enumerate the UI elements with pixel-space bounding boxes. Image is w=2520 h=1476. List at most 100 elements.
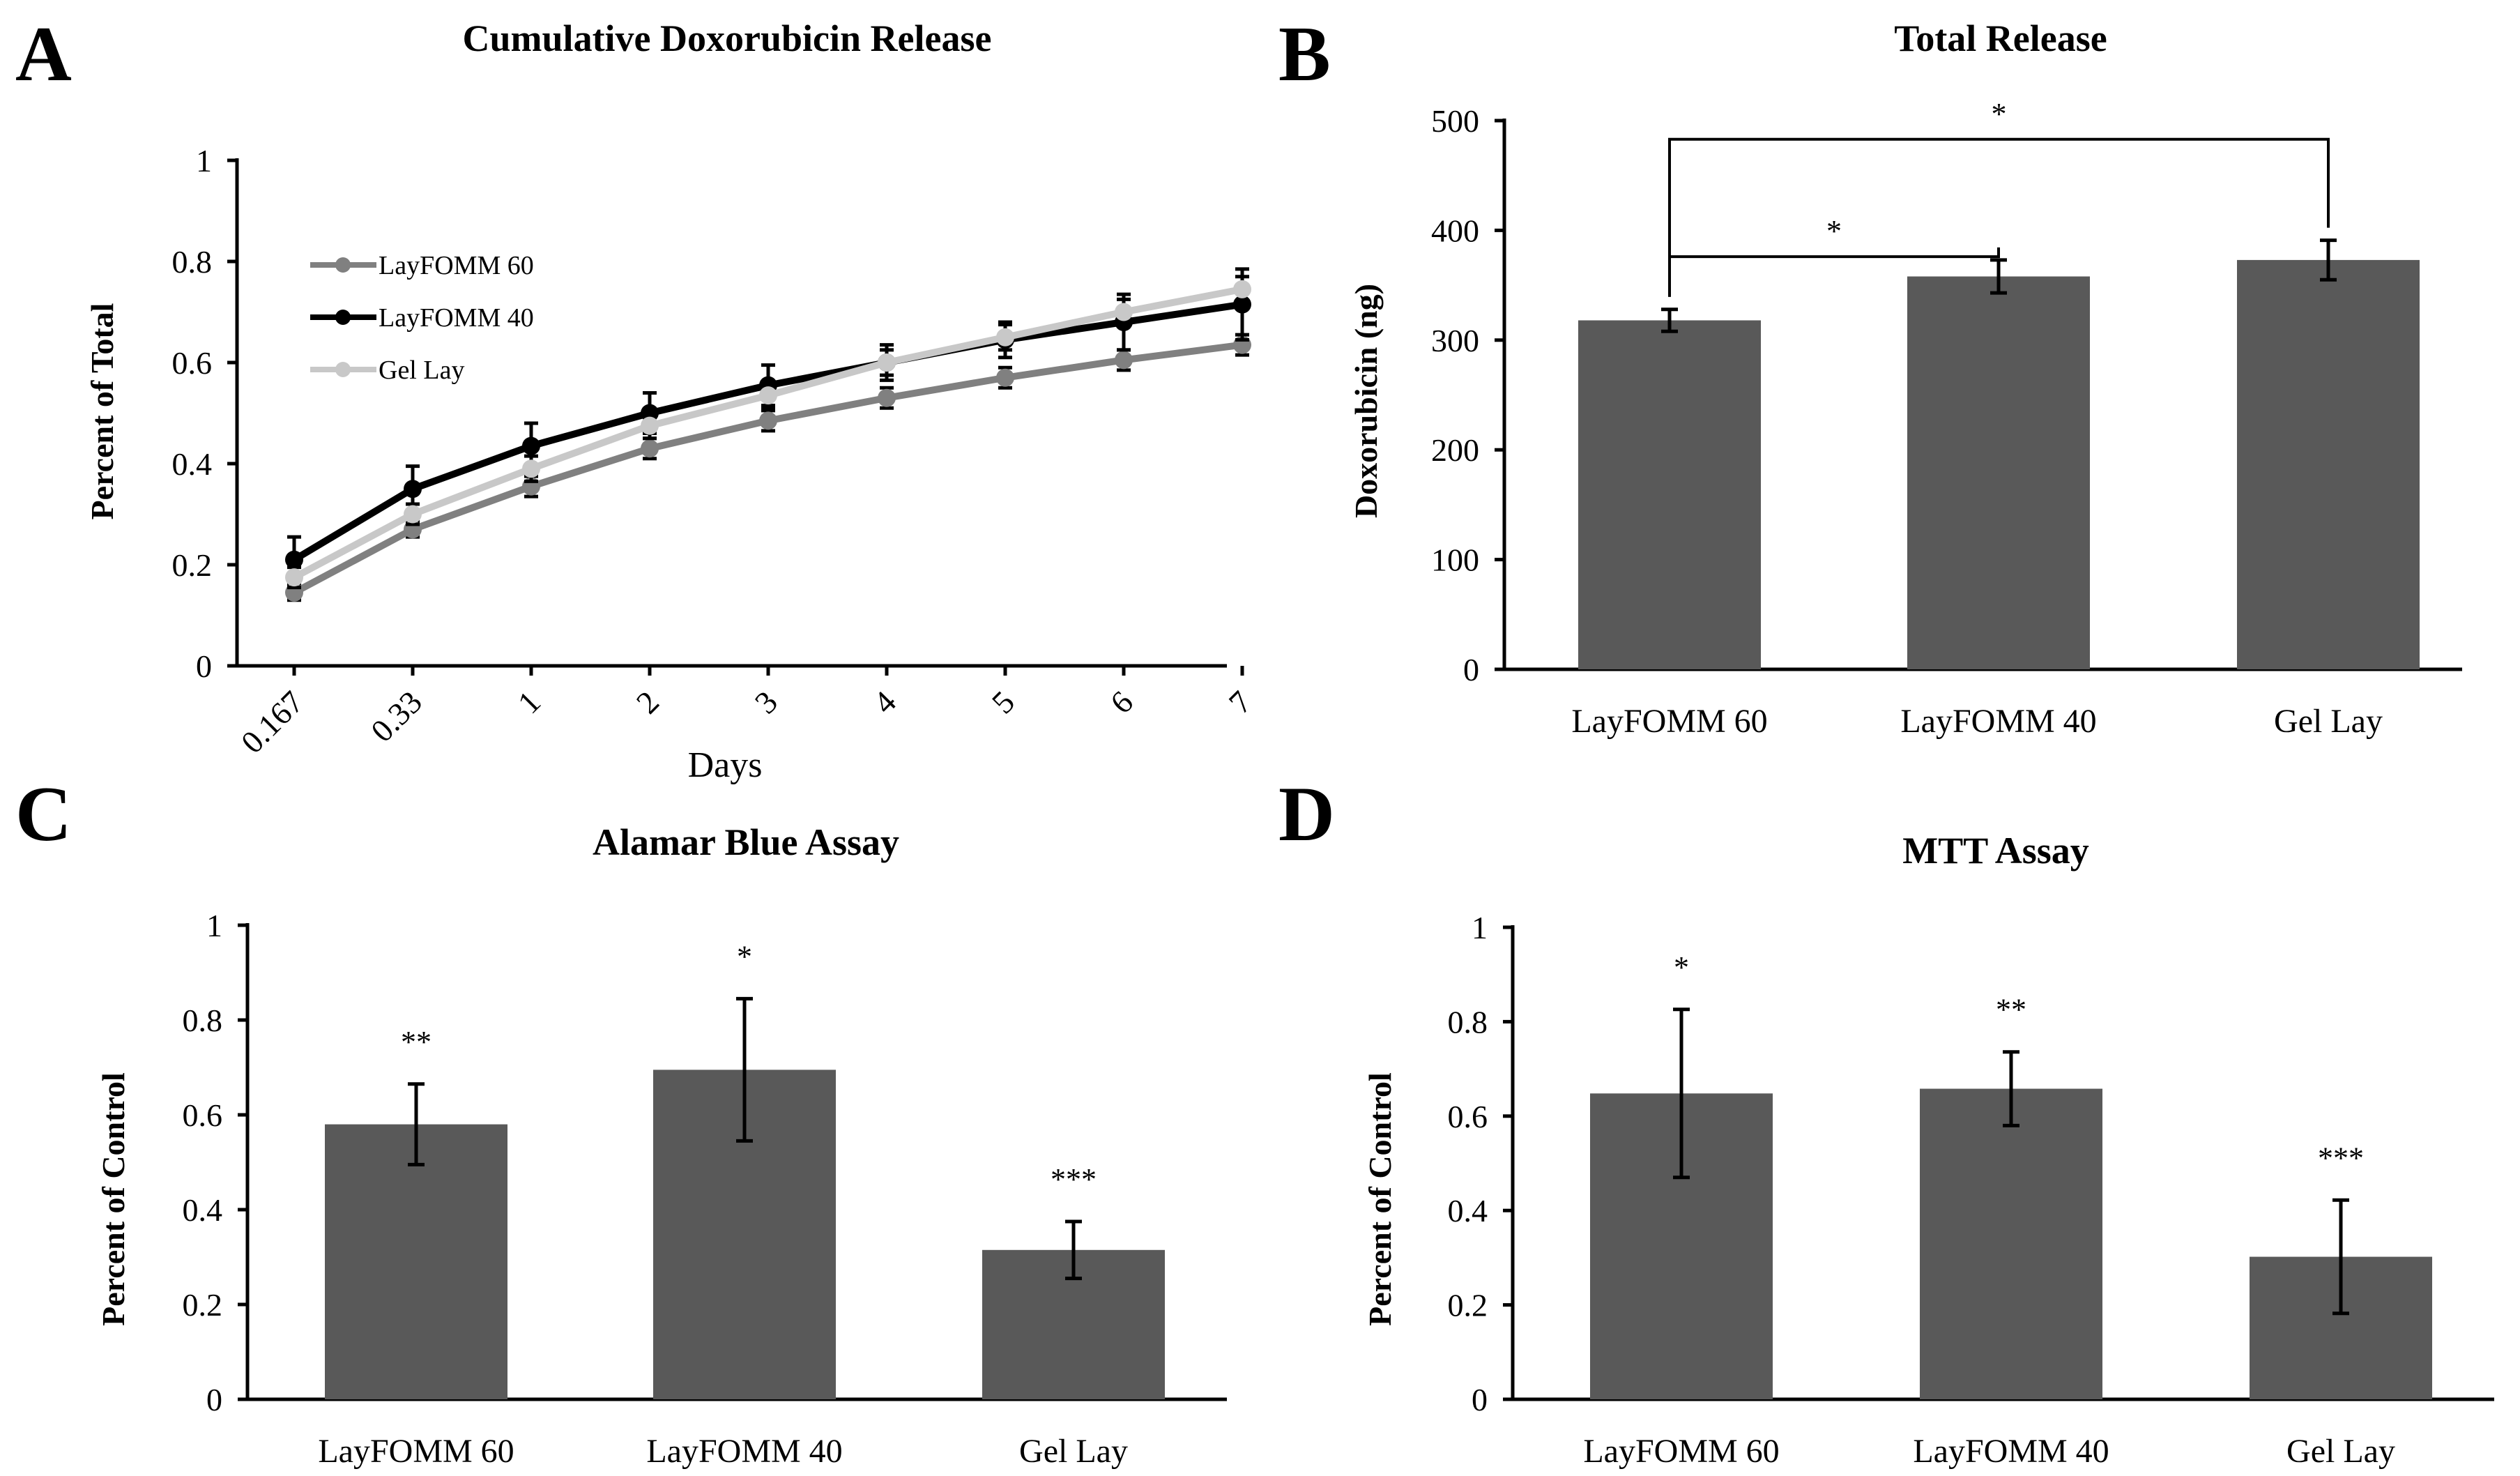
data-point bbox=[759, 386, 777, 405]
significance-marker: * bbox=[1992, 97, 2007, 131]
x-tick-label: 6 bbox=[1104, 684, 1140, 720]
panel-d: D MTT Assay Percent of Control 0 0.2 0.4 0.… bbox=[1278, 771, 2494, 1470]
bar bbox=[325, 1124, 507, 1399]
significance-marker: *** bbox=[1051, 1162, 1097, 1196]
x-category-label: LayFOMM 60 bbox=[1571, 703, 1767, 740]
y-tick-label: 0 bbox=[1463, 652, 1479, 687]
significance-marker: ** bbox=[1996, 993, 2026, 1027]
data-point bbox=[878, 353, 896, 372]
data-point bbox=[996, 368, 1014, 387]
x-tick-label: 3 bbox=[748, 684, 784, 720]
y-tick-label: 0.8 bbox=[172, 244, 213, 280]
panel-letter-b: B bbox=[1278, 11, 1331, 98]
data-point bbox=[641, 416, 659, 435]
x-category-label: LayFOMM 40 bbox=[1900, 703, 2096, 740]
x-tick-label: 5 bbox=[985, 684, 1021, 720]
y-tick-label: 0.4 bbox=[172, 446, 213, 482]
significance-marker: * bbox=[1674, 950, 1689, 984]
x-tick-label: 0.167 bbox=[234, 684, 310, 760]
data-point bbox=[285, 550, 303, 569]
significance-bracket bbox=[1668, 137, 2330, 297]
significance-marker: *** bbox=[2318, 1141, 2364, 1175]
x-category-label: LayFOMM 40 bbox=[646, 1433, 842, 1470]
y-tick-label: 0.4 bbox=[1448, 1193, 1488, 1228]
panel-d-title: MTT Assay bbox=[1902, 830, 2089, 872]
y-tick-label: 1 bbox=[206, 908, 222, 943]
data-point bbox=[1233, 295, 1251, 314]
legend-label: LayFOMM 40 bbox=[379, 303, 534, 333]
y-tick-label: 400 bbox=[1431, 213, 1479, 248]
y-tick-label: 0.6 bbox=[1448, 1099, 1488, 1134]
legend-swatch-marker bbox=[335, 257, 351, 273]
legend-swatch-marker bbox=[335, 310, 351, 325]
bar bbox=[1920, 1088, 2102, 1399]
panel-letter-a: A bbox=[15, 11, 72, 98]
data-point bbox=[878, 388, 896, 407]
data-point bbox=[285, 568, 303, 587]
x-tick-label: 2 bbox=[629, 684, 666, 720]
y-tick-label: 0.2 bbox=[1448, 1288, 1488, 1323]
y-tick-label: 200 bbox=[1431, 432, 1479, 468]
panel-a-xlabel: Days bbox=[688, 745, 763, 785]
data-point bbox=[1115, 303, 1133, 321]
data-point bbox=[759, 411, 777, 430]
data-point bbox=[522, 436, 540, 455]
x-category-label: LayFOMM 60 bbox=[1583, 1433, 1779, 1470]
panel-a-ylabel: Percent of Total bbox=[84, 303, 120, 520]
bar bbox=[1578, 320, 1761, 669]
panel-a: A Cumulative Doxorubicin Release Percent… bbox=[15, 11, 1258, 785]
panel-b-title: Total Release bbox=[1894, 17, 2107, 59]
panel-a-title: Cumulative Doxorubicin Release bbox=[463, 17, 992, 59]
panel-c-plot: 0 0.2 0.4 0.6 0.8 1 LayFOMM 60 ** LayFOMM 40 * Gel… bbox=[183, 908, 1227, 1470]
panel-d-plot: 0 0.2 0.4 0.6 0.8 1 LayFOMM 60 * LayFOMM 40 ** Gel… bbox=[1448, 910, 2494, 1470]
significance-marker: * bbox=[1826, 214, 1842, 248]
panel-letter-c: C bbox=[15, 771, 72, 858]
data-point bbox=[404, 480, 422, 499]
y-tick-label: 0.8 bbox=[1448, 1004, 1488, 1040]
legend-swatch-marker bbox=[335, 362, 351, 377]
data-point bbox=[404, 505, 422, 524]
data-point bbox=[1233, 280, 1251, 298]
panel-d-ylabel: Percent of Control bbox=[1362, 1072, 1398, 1326]
panel-a-plot: 0 0.2 0.4 0.6 0.8 1 0.167 0.33 1 2 3 4 5 6 7 LayFOMM 60… bbox=[172, 143, 1259, 760]
panel-letter-d: D bbox=[1278, 771, 1335, 858]
significance-marker: ** bbox=[401, 1025, 432, 1059]
y-tick-label: 0 bbox=[206, 1382, 222, 1417]
x-tick-label: 4 bbox=[866, 684, 903, 720]
x-category-label: LayFOMM 60 bbox=[318, 1433, 514, 1470]
x-tick-label: 1 bbox=[511, 684, 547, 720]
y-tick-label: 0.6 bbox=[183, 1097, 223, 1133]
series-gel-lay bbox=[285, 275, 1251, 590]
panel-b-ylabel: Doxorubicin (ng) bbox=[1348, 284, 1384, 518]
panel-c: C Alamar Blue Assay Percent of Control 0… bbox=[15, 771, 1227, 1470]
y-tick-label: 0 bbox=[196, 648, 212, 684]
significance-marker: * bbox=[737, 939, 752, 973]
x-tick-label: 7 bbox=[1222, 684, 1258, 720]
panel-b-plot: 0 100 200 300 400 500 LayFOMM 60 LayFOMM 40 Gel … bbox=[1431, 97, 2462, 740]
bar bbox=[2237, 259, 2420, 669]
x-category-label: Gel Lay bbox=[2274, 703, 2383, 740]
panel-c-title: Alamar Blue Assay bbox=[593, 821, 899, 863]
panel-c-ylabel: Percent of Control bbox=[96, 1072, 131, 1326]
data-point bbox=[522, 459, 540, 478]
y-tick-label: 0.4 bbox=[183, 1192, 223, 1228]
y-tick-label: 0.2 bbox=[172, 547, 213, 583]
y-tick-label: 0 bbox=[1472, 1382, 1488, 1417]
x-category-label: LayFOMM 40 bbox=[1913, 1433, 2109, 1470]
panel-b: B Total Release Doxorubicin (ng) 0 100 200… bbox=[1278, 11, 2462, 740]
data-point bbox=[996, 328, 1014, 347]
y-tick-label: 0.2 bbox=[183, 1287, 223, 1323]
y-tick-label: 1 bbox=[1472, 910, 1488, 945]
legend-label: LayFOMM 60 bbox=[379, 251, 534, 280]
x-tick-label: 0.33 bbox=[364, 684, 429, 749]
x-category-label: Gel Lay bbox=[1019, 1433, 1128, 1470]
y-tick-label: 500 bbox=[1431, 103, 1479, 139]
data-point bbox=[641, 439, 659, 458]
x-category-label: Gel Lay bbox=[2286, 1433, 2395, 1470]
y-tick-label: 300 bbox=[1431, 323, 1479, 358]
legend-label: Gel Lay bbox=[379, 356, 464, 385]
bar bbox=[1907, 276, 2090, 669]
y-tick-label: 100 bbox=[1431, 542, 1479, 578]
data-point bbox=[1115, 351, 1133, 370]
y-tick-label: 1 bbox=[196, 143, 212, 178]
